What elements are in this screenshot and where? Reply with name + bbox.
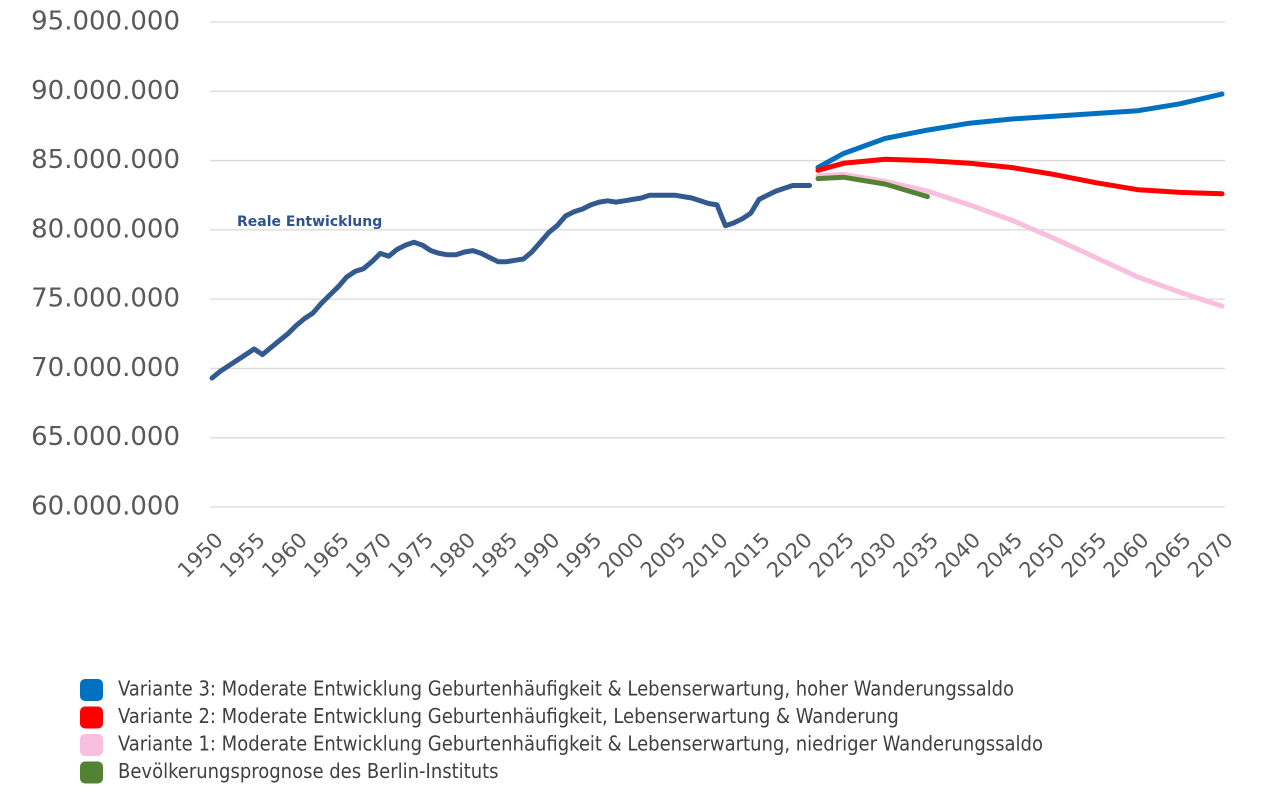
x-tick-label: 1980 (426, 528, 481, 583)
x-tick-label: 2030 (846, 528, 901, 583)
y-tick-label: 90.000.000 (31, 76, 180, 106)
x-tick-label: 1970 (341, 528, 396, 583)
x-tick-label: 2000 (594, 528, 649, 583)
y-tick-label: 70.000.000 (31, 353, 180, 383)
legend-label: Variante 2: Moderate Entwicklung Geburte… (118, 704, 899, 728)
x-tick-label: 2060 (1099, 528, 1154, 583)
x-tick-label: 1955 (215, 528, 270, 583)
x-tick-label: 1950 (173, 528, 228, 583)
x-tick-label: 2065 (1141, 528, 1196, 583)
line (815, 91, 1225, 170)
legend-swatch (80, 734, 103, 756)
x-tick-label: 2040 (931, 528, 986, 583)
x-tick-label: 1990 (510, 528, 565, 583)
y-tick-label: 80.000.000 (31, 214, 180, 244)
x-tick-label: 1995 (552, 528, 607, 583)
line (209, 183, 813, 381)
x-tick-label: 2020 (762, 528, 817, 583)
y-tick-label: 75.000.000 (31, 284, 180, 314)
x-tick-label: 2070 (1183, 528, 1238, 583)
x-tick-label: 2005 (636, 528, 691, 583)
x-tick-label: 2010 (678, 528, 733, 583)
x-tick-label: 2025 (804, 528, 859, 583)
legend-swatch (80, 679, 103, 701)
line (815, 156, 1225, 197)
x-tick-label: 1960 (257, 528, 312, 583)
x-tick-label: 2015 (720, 528, 775, 583)
line (815, 171, 1225, 309)
x-tick-label: 2050 (1015, 528, 1070, 583)
x-tick-label: 2055 (1057, 528, 1112, 583)
x-tick-label: 2045 (973, 528, 1028, 583)
y-tick-label: 95.000.000 (31, 7, 180, 37)
x-tick-label: 1985 (468, 528, 523, 583)
legend-label: Variante 3: Moderate Entwicklung Geburte… (118, 677, 1014, 701)
x-tick-label: 1975 (383, 528, 438, 583)
legend-label: Variante 1: Moderate Entwicklung Geburte… (118, 732, 1043, 756)
legend-label: Bevölkerungsprognose des Berlin-Institut… (118, 759, 499, 783)
y-tick-label: 65.000.000 (31, 422, 180, 452)
x-tick-label: 2035 (888, 528, 943, 583)
annotation: Reale Entwicklung (237, 214, 382, 230)
line (815, 174, 930, 200)
legend-swatch (80, 706, 103, 729)
legend-swatch (80, 761, 103, 784)
y-tick-label: 60.000.000 (31, 492, 180, 522)
x-tick-label: 1965 (299, 528, 354, 583)
y-tick-label: 85.000.000 (31, 145, 180, 175)
